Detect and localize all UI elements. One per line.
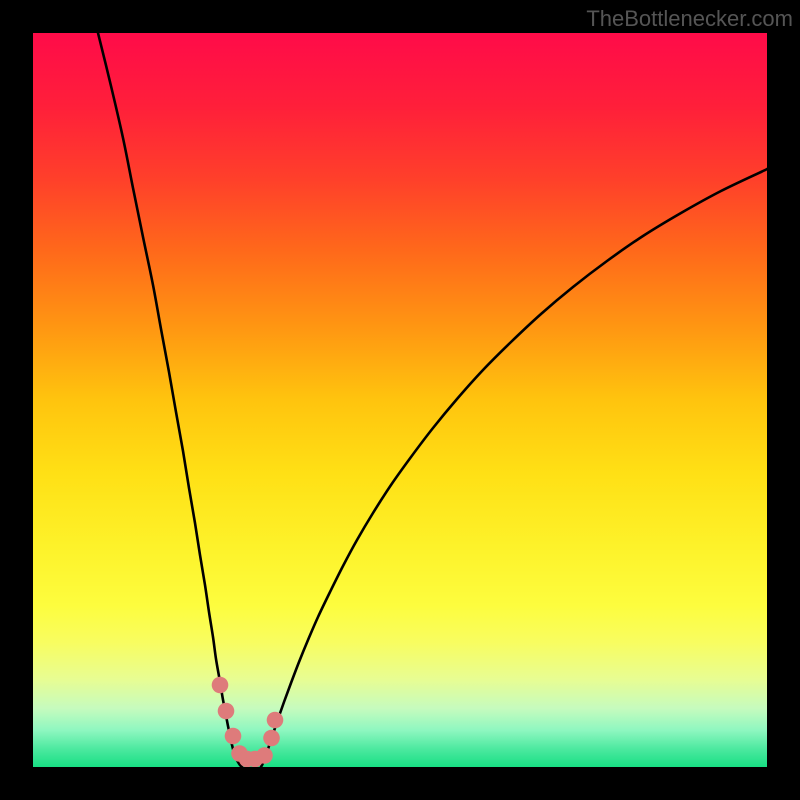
data-point: [263, 730, 280, 747]
data-point: [225, 728, 242, 745]
data-point: [212, 677, 229, 694]
gradient-background: [33, 33, 767, 767]
data-point: [218, 703, 235, 720]
watermark-text: TheBottlenecker.com: [586, 6, 793, 32]
chart-canvas: TheBottlenecker.com: [0, 0, 800, 800]
plot-area: [33, 33, 767, 767]
data-point: [256, 747, 273, 764]
bottleneck-curve-chart: [33, 33, 767, 767]
data-point: [267, 712, 284, 729]
